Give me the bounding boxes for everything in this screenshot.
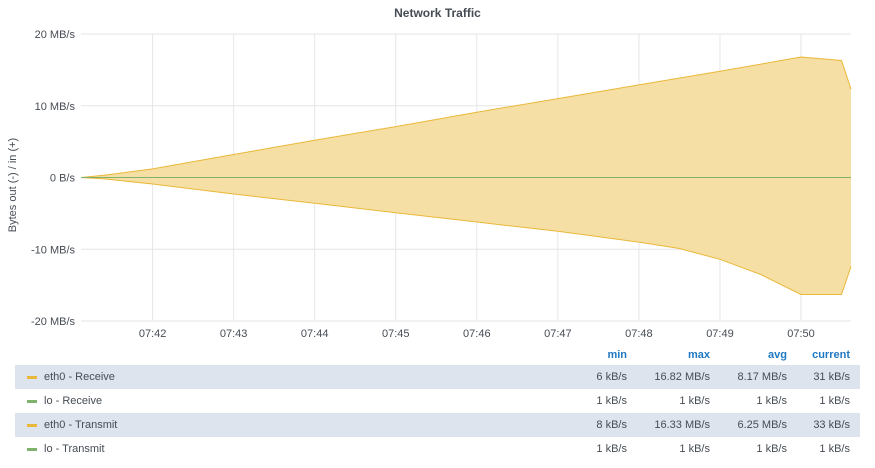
series-color-swatch[interactable] [27,424,37,427]
legend-avg-value: 1 kB/s [756,395,787,407]
chart-areas [81,57,851,295]
legend-header-min[interactable]: min [607,349,627,361]
legend-max-value: 16.33 MB/s [654,419,710,431]
x-tick-label: 07:49 [706,328,734,340]
y-tick-label: 20 MB/s [35,29,76,41]
legend-series-name[interactable]: lo - Receive [44,395,103,407]
legend-current-value: 31 kB/s [813,371,850,383]
legend-header-avg[interactable]: avg [768,349,787,361]
series-color-swatch[interactable] [27,448,37,451]
series-line[interactable] [80,177,852,295]
legend-current-value: 1 kB/s [819,443,850,455]
y-axis-label: Bytes out (-) / in (+) [7,138,19,232]
legend-min-value: 1 kB/s [596,395,627,407]
x-tick-label: 07:50 [787,328,815,340]
legend-current-value: 1 kB/s [819,395,850,407]
y-tick-label: 0 B/s [50,173,76,185]
series-color-swatch[interactable] [27,400,37,403]
x-tick-label: 07:44 [301,328,329,340]
legend-header-current[interactable]: current [812,349,850,361]
panel-title: Network Traffic [394,6,481,20]
legend-min-value: 1 kB/s [596,443,627,455]
legend-avg-value: 1 kB/s [756,443,787,455]
legend-avg-value: 8.17 MB/s [737,371,787,383]
legend-min-value: 6 kB/s [596,371,627,383]
y-tick-label: 10 MB/s [35,101,76,113]
series-line[interactable] [80,56,852,178]
legend-current-value: 33 kB/s [813,419,850,431]
legend-row[interactable]: eth0 - Transmit 8 kB/s 16.33 MB/s 6.25 M… [15,413,860,437]
x-tick-label: 07:45 [382,328,410,340]
x-axis-ticks: 07:42 07:43 07:44 07:45 07:46 07:47 07:48 07:49… [139,328,815,340]
y-axis-ticks: 20 MB/s 10 MB/s 0 B/s -10 MB/s -20 MB/s [31,29,76,328]
series-area[interactable] [81,57,851,178]
legend-table: min max avg current eth0 - Receive 6 kB/… [15,347,860,461]
legend-series-name[interactable]: eth0 - Receive [44,371,115,383]
y-tick-label: -20 MB/s [31,316,76,328]
y-tick-label: -10 MB/s [31,244,76,256]
series-area[interactable] [81,177,851,295]
legend-max-value: 1 kB/s [679,443,710,455]
legend-header-max[interactable]: max [687,349,710,361]
legend-min-value: 8 kB/s [596,419,627,431]
legend-max-value: 16.82 MB/s [654,371,710,383]
legend-avg-value: 6.25 MB/s [737,419,787,431]
legend-max-value: 1 kB/s [679,395,710,407]
x-tick-label: 07:43 [220,328,248,340]
chart-lines [80,56,852,295]
legend-series-name[interactable]: eth0 - Transmit [44,419,118,431]
legend-header: min max avg current [15,347,860,365]
x-tick-label: 07:48 [625,328,653,340]
x-tick-label: 07:42 [139,328,167,340]
legend-row[interactable]: eth0 - Receive 6 kB/s 16.82 MB/s 8.17 MB… [15,365,860,389]
network-traffic-chart[interactable]: 20 MB/s 10 MB/s 0 B/s -10 MB/s -20 MB/s 07:4… [0,0,875,345]
legend-series-name[interactable]: lo - Transmit [44,443,105,455]
legend-row[interactable]: lo - Receive 1 kB/s 1 kB/s 1 kB/s 1 kB/s [15,389,860,413]
x-tick-label: 07:46 [463,328,491,340]
legend-row[interactable]: lo - Transmit 1 kB/s 1 kB/s 1 kB/s 1 kB/… [15,437,860,461]
x-tick-label: 07:47 [544,328,572,340]
series-color-swatch[interactable] [27,376,37,379]
